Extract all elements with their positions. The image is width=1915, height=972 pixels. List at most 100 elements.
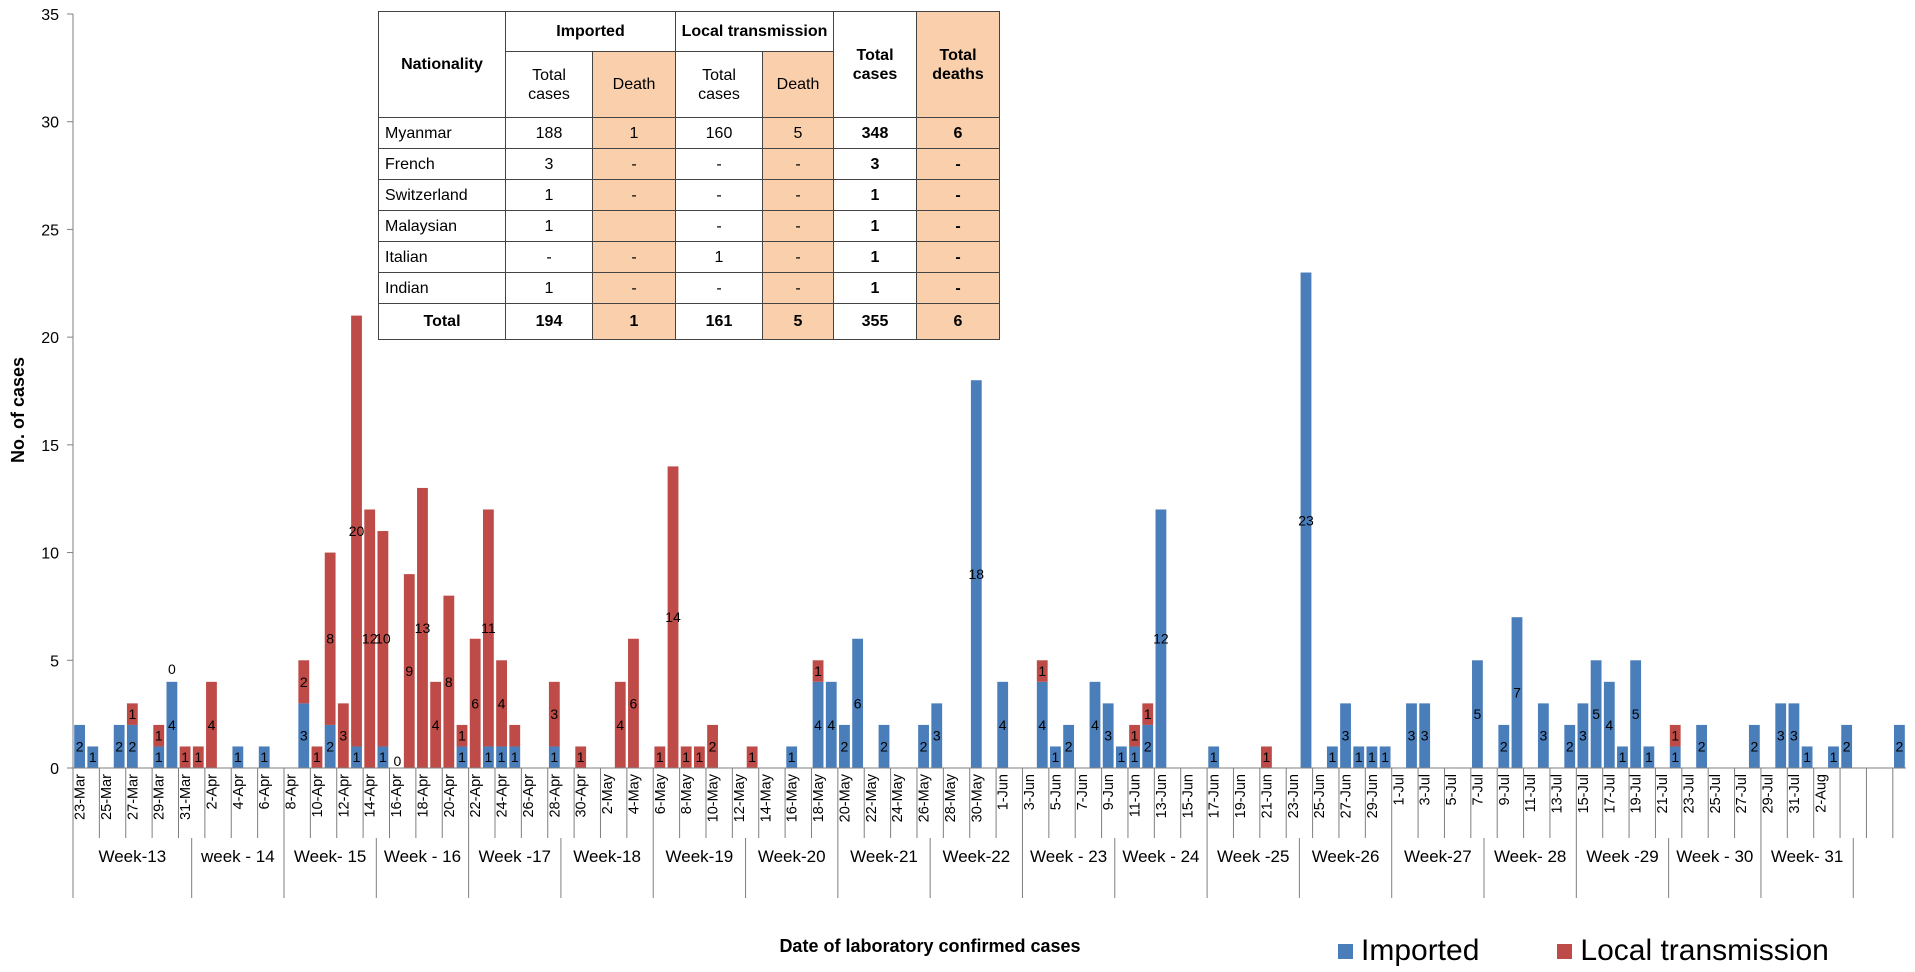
bar-local-transmission — [430, 681, 442, 768]
bar-imported — [852, 638, 864, 768]
bar-imported — [1841, 724, 1853, 768]
bar-imported — [126, 724, 138, 768]
bar-imported — [1775, 703, 1787, 768]
data-label-imported: 4 — [814, 717, 822, 733]
data-label-imported: 2 — [920, 738, 928, 754]
bar-imported — [258, 746, 270, 768]
bar-imported — [496, 746, 507, 768]
bar-imported — [825, 681, 837, 768]
data-label-local: 1 — [814, 663, 822, 679]
bar-imported — [1472, 660, 1483, 768]
data-label-local: 9 — [405, 663, 413, 679]
legend-item-local: Local transmission — [1557, 934, 1829, 968]
bar-local-transmission — [311, 746, 323, 768]
data-label-imported: 3 — [1421, 728, 1429, 744]
table-cell-total: 1 — [833, 272, 917, 304]
legend: Imported Local transmission — [1338, 934, 1907, 968]
data-label-imported: 1 — [1381, 749, 1389, 765]
bar-imported — [1036, 681, 1048, 768]
data-label-imported: 1 — [1131, 749, 1139, 765]
x-tick-label: 21-Jun — [1259, 774, 1275, 818]
y-tick-label: 10 — [41, 546, 59, 563]
week-label: Week -25 — [1217, 847, 1289, 866]
data-label-imported: 4 — [1038, 717, 1046, 733]
data-label-imported: 5 — [1474, 706, 1482, 722]
table-cell-total: 348 — [833, 117, 917, 149]
x-tick-label: 9-Jul — [1497, 774, 1513, 805]
y-tick-label: 30 — [41, 115, 59, 132]
total-local: 161 — [675, 303, 763, 340]
y-axis-title: No. of cases — [8, 357, 28, 463]
y-tick-label: 25 — [41, 222, 59, 239]
bar-local-transmission — [1036, 660, 1048, 682]
x-tick-label: 13-Jun — [1154, 774, 1170, 818]
table-cell-imp-death: - — [592, 148, 676, 180]
bar-local-transmission — [298, 660, 310, 704]
x-tick-label: 31-Jul — [1787, 774, 1803, 814]
data-label-imported: 1 — [1328, 749, 1336, 765]
data-label-imported: 1 — [498, 749, 506, 765]
x-tick-label: 23-Jul — [1681, 774, 1697, 814]
bar-imported — [1142, 724, 1154, 768]
x-tick-label: 26-Apr — [521, 774, 537, 818]
bar-imported — [1498, 724, 1510, 768]
total-local-death: 5 — [762, 303, 834, 340]
data-label-local: 1 — [313, 749, 321, 765]
bar-imported — [113, 724, 125, 768]
table-cell-imp-total: - — [505, 241, 593, 273]
bar-local-transmission — [614, 681, 626, 768]
data-label-imported: 1 — [458, 749, 466, 765]
bar-local-transmission — [337, 703, 349, 768]
x-tick-label: 24-Apr — [495, 774, 511, 818]
x-tick-label: 8-May — [679, 773, 695, 814]
bar-imported — [1115, 746, 1127, 768]
bar-local-transmission — [628, 638, 639, 768]
x-tick-label: 13-Jul — [1550, 774, 1566, 814]
bar-imported — [74, 724, 86, 768]
x-tick-label: 15-Jul — [1576, 774, 1592, 814]
bar-imported — [1353, 746, 1365, 768]
table-cell-loc-death: - — [762, 272, 834, 304]
table-row: Switzerland 1- - -1- — [378, 179, 1000, 211]
header-total-cases: Total cases — [833, 11, 917, 118]
bar-local-transmission — [693, 746, 705, 768]
x-tick-label: 25-Mar — [99, 774, 115, 820]
x-tick-label: 4-May — [626, 773, 642, 814]
table-cell-deaths: - — [916, 272, 1000, 304]
y-tick-label: 35 — [41, 7, 59, 24]
bar-imported — [509, 746, 521, 768]
week-label: week - 14 — [200, 847, 275, 866]
table-total-row: Total 194 1 161 5 355 6 — [378, 303, 1000, 340]
data-label-local: 6 — [471, 695, 479, 711]
data-label-local: 3 — [339, 728, 347, 744]
data-label-local: 1 — [128, 706, 136, 722]
data-label-local: 1 — [695, 749, 703, 765]
bar-imported — [1155, 509, 1167, 768]
bar-local-transmission — [364, 509, 376, 768]
x-tick-label: 24-May — [890, 773, 906, 822]
bar-local-transmission — [707, 724, 718, 768]
bar-imported — [1590, 660, 1602, 768]
x-tick-label: 27-Mar — [125, 774, 141, 820]
data-label-imported: 2 — [115, 738, 123, 754]
x-tick-label: 27-Jun — [1339, 774, 1355, 818]
x-tick-label: 10-Apr — [310, 774, 326, 818]
x-tick-label: 29-Mar — [152, 774, 168, 820]
data-label-imported: 3 — [1408, 728, 1416, 744]
x-tick-label: 18-May — [811, 773, 827, 822]
data-label-local: 4 — [498, 695, 506, 711]
bar-imported — [878, 724, 890, 768]
bars — [74, 272, 1905, 768]
bar-local-transmission — [654, 746, 666, 768]
data-label-imported: 1 — [234, 749, 242, 765]
data-label-imported: 1 — [1210, 749, 1218, 765]
data-label-imported: 1 — [550, 749, 558, 765]
data-label-imported: 18 — [969, 566, 985, 582]
data-label-imported: 2 — [76, 738, 84, 754]
data-label-imported: 1 — [1803, 749, 1811, 765]
total-imported-death: 1 — [592, 303, 676, 340]
table-cell-deaths: - — [916, 148, 1000, 180]
x-tick-label: 28-Apr — [547, 774, 563, 818]
table-cell-name: French — [378, 148, 506, 180]
total-cases: 355 — [833, 303, 917, 340]
